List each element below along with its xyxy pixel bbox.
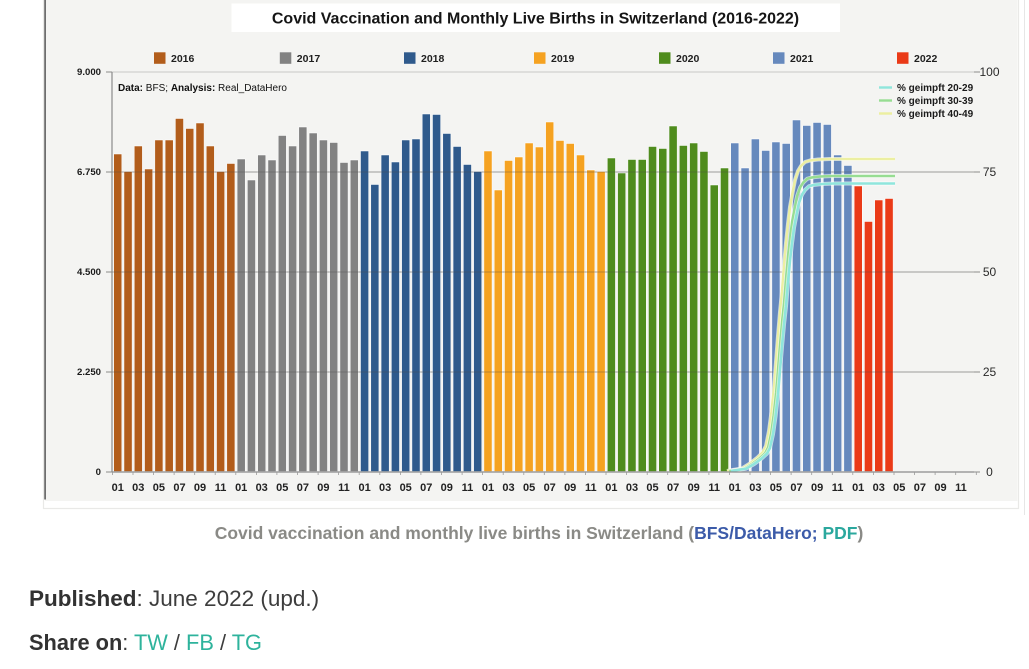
svg-text:09: 09 [934, 482, 946, 494]
svg-text:05: 05 [893, 482, 905, 494]
svg-text:05: 05 [523, 482, 535, 494]
svg-text:2021: 2021 [790, 53, 814, 65]
svg-text:03: 03 [749, 482, 761, 494]
svg-text:07: 07 [667, 482, 679, 494]
svg-text:05: 05 [153, 482, 165, 494]
svg-text:07: 07 [544, 482, 556, 494]
svg-text:2.250: 2.250 [77, 367, 101, 378]
svg-text:11: 11 [708, 482, 720, 494]
svg-text:05: 05 [400, 482, 412, 494]
svg-text:2016: 2016 [171, 53, 195, 65]
svg-text:07: 07 [173, 482, 185, 494]
svg-text:% geimpft 30-39: % geimpft 30-39 [897, 96, 974, 107]
svg-text:0: 0 [986, 465, 993, 479]
svg-text:2019: 2019 [551, 53, 575, 65]
svg-text:05: 05 [646, 482, 658, 494]
svg-text:07: 07 [790, 482, 802, 494]
svg-text:09: 09 [194, 482, 206, 494]
svg-text:9.000: 9.000 [77, 67, 101, 78]
svg-text:6.750: 6.750 [77, 167, 101, 178]
svg-text:75: 75 [983, 165, 997, 179]
svg-text:01: 01 [852, 482, 864, 494]
svg-text:Data: BFS; Analysis: Real_Data: Data: BFS; Analysis: Real_DataHero [118, 83, 287, 94]
svg-text:11: 11 [338, 482, 350, 494]
svg-text:50: 50 [983, 265, 997, 279]
svg-text:09: 09 [564, 482, 576, 494]
svg-text:03: 03 [626, 482, 638, 494]
svg-text:2020: 2020 [676, 53, 700, 65]
svg-text:% geimpft 40-49: % geimpft 40-49 [897, 109, 974, 120]
svg-text:01: 01 [482, 482, 494, 494]
svg-text:07: 07 [297, 482, 309, 494]
svg-text:01: 01 [605, 482, 617, 494]
svg-text:09: 09 [441, 482, 453, 494]
svg-text:05: 05 [770, 482, 782, 494]
svg-text:03: 03 [873, 482, 885, 494]
svg-text:01: 01 [235, 482, 247, 494]
svg-text:09: 09 [317, 482, 329, 494]
svg-text:05: 05 [276, 482, 288, 494]
svg-text:11: 11 [585, 482, 597, 494]
svg-text:100: 100 [979, 65, 999, 79]
svg-text:07: 07 [914, 482, 926, 494]
svg-text:09: 09 [811, 482, 823, 494]
svg-text:2022: 2022 [914, 53, 938, 65]
svg-text:03: 03 [502, 482, 514, 494]
svg-text:2017: 2017 [297, 53, 321, 65]
svg-text:11: 11 [955, 482, 967, 494]
svg-text:0: 0 [96, 467, 101, 478]
svg-text:25: 25 [983, 365, 997, 379]
svg-text:11: 11 [462, 482, 474, 494]
svg-text:11: 11 [215, 482, 227, 494]
svg-text:03: 03 [379, 482, 391, 494]
svg-text:2018: 2018 [421, 53, 445, 65]
svg-text:% geimpft 20-29: % geimpft 20-29 [897, 83, 974, 94]
svg-text:03: 03 [256, 482, 268, 494]
svg-text:03: 03 [132, 482, 144, 494]
svg-text:01: 01 [112, 482, 124, 494]
svg-text:01: 01 [358, 482, 370, 494]
svg-text:01: 01 [729, 482, 741, 494]
svg-text:09: 09 [688, 482, 700, 494]
svg-text:11: 11 [832, 482, 844, 494]
svg-text:4.500: 4.500 [77, 267, 101, 278]
svg-text:Covid Vaccination and Monthly: Covid Vaccination and Monthly Live Birth… [272, 11, 799, 28]
svg-text:07: 07 [420, 482, 432, 494]
